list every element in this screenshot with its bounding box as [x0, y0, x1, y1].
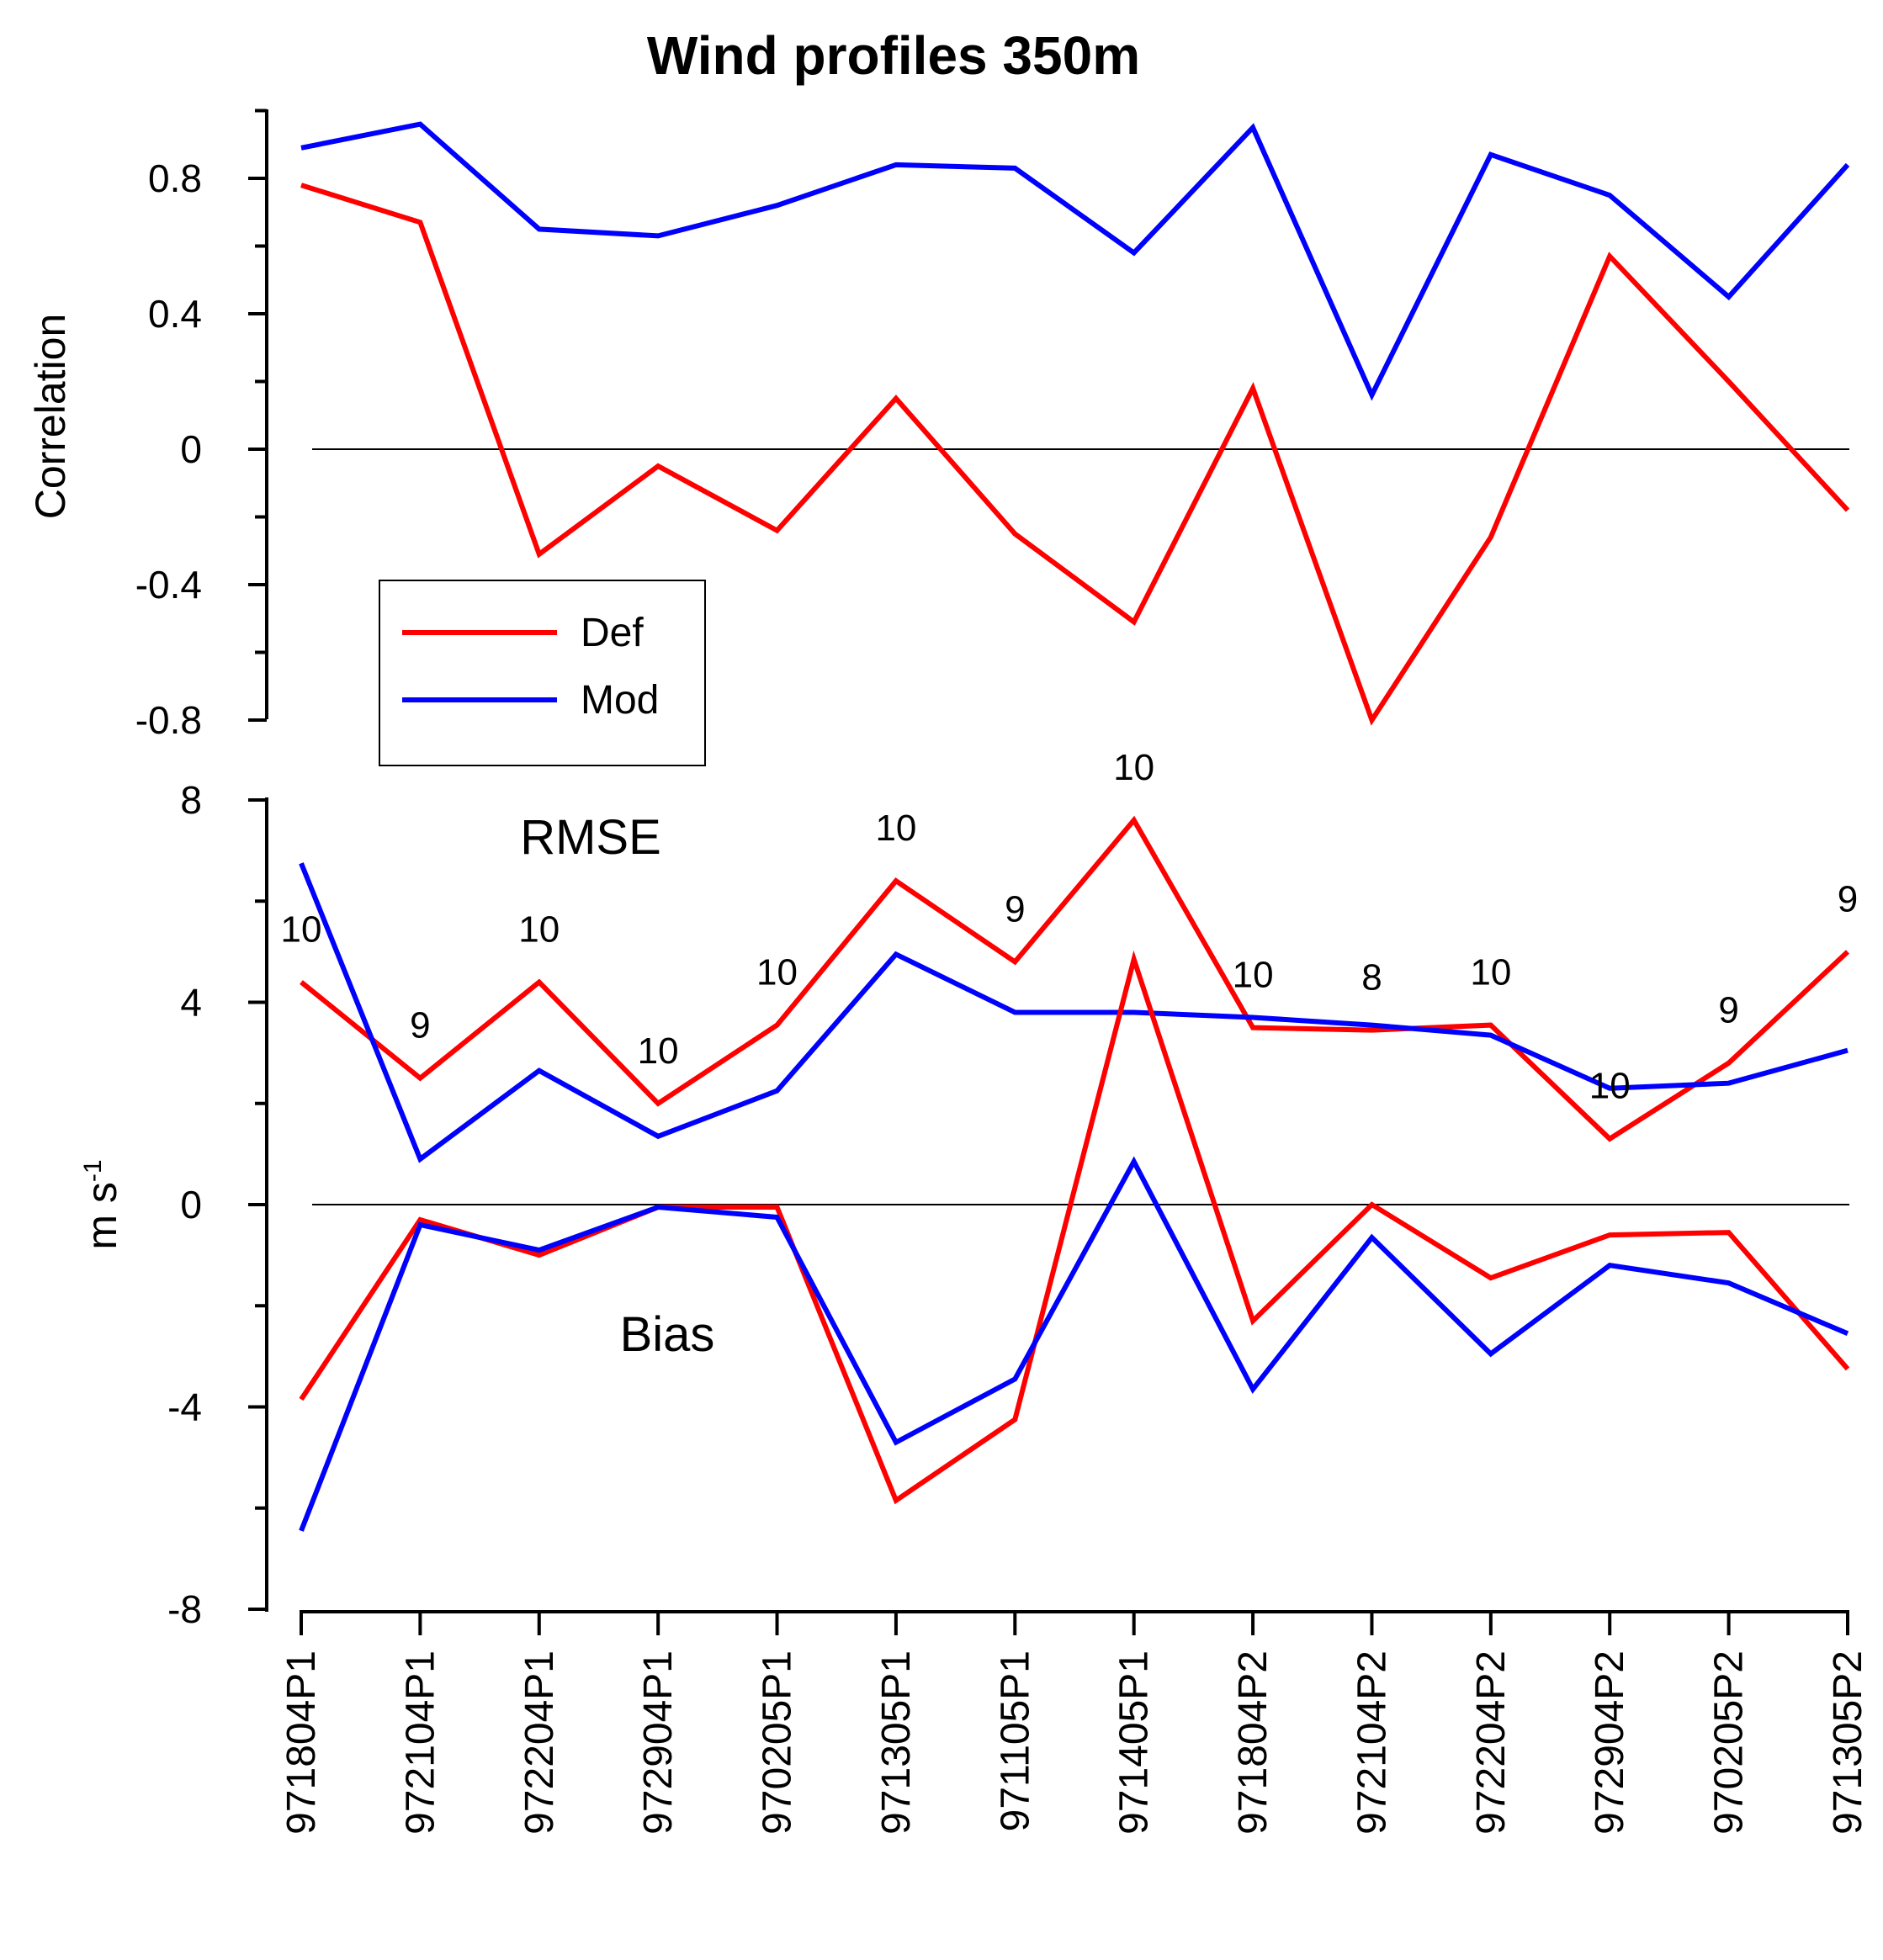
rmse-bias-y-tick-label: 8 [180, 778, 202, 822]
correlation-series [300, 121, 1850, 726]
x-axis: 971804P1 972104P1 972204P1 972904P1 970205P1… [279, 1610, 1870, 1835]
correlation-panel: 0.8 0.4 0 -0.4 -0.8 Correlation Def Mod [27, 109, 1850, 766]
rmse-bias-y-tick-label: -8 [167, 1587, 202, 1631]
legend-box [379, 580, 706, 766]
bias-label: Bias [620, 1307, 715, 1362]
legend-label-mod: Mod [581, 678, 659, 723]
correlation-y-tick-label: -0.8 [135, 698, 202, 742]
sample-count-label: 10 [1470, 952, 1511, 993]
sample-count-label: 8 [1361, 957, 1382, 999]
sample-count-label: 10 [1113, 747, 1154, 788]
sample-count-label: 10 [1233, 955, 1274, 996]
legend: Def Mod [379, 580, 706, 766]
unit-label: m s [78, 1182, 125, 1250]
x-tick-label: 971405P1 [1112, 1650, 1157, 1835]
correlation-y-tick-label: 0.4 [148, 292, 202, 336]
x-tick-label: 971804P2 [1231, 1650, 1276, 1835]
mod-rmse-line [299, 862, 1849, 1163]
correlation-line-mod [300, 121, 1850, 401]
correlation-y-tick-label: 0.8 [148, 156, 202, 200]
correlation-y-ticks: 0.8 0.4 0 -0.4 -0.8 [135, 109, 267, 742]
x-tick-label: 971305P2 [1826, 1650, 1870, 1835]
correlation-y-tick-label: 0 [180, 427, 202, 471]
mod-bias-line [299, 1156, 1849, 1532]
rmse-bias-panel: 840-4-8 m s-1 RMSE Bias 1091010101091010… [78, 747, 1858, 1631]
correlation-y-tick-label: -0.4 [135, 563, 202, 607]
sample-count-label: 10 [518, 908, 560, 950]
x-tick-label: 972204P2 [1469, 1650, 1514, 1835]
sample-count-label: 10 [1589, 1066, 1631, 1107]
x-tick-label: 970205P1 [756, 1650, 800, 1835]
rmse-bias-y-tick-label: 4 [180, 981, 202, 1025]
sample-count-label: 10 [756, 952, 798, 993]
x-tick-label: 972904P1 [636, 1650, 681, 1835]
rmse-label: RMSE [520, 810, 661, 865]
sample-count-label: 10 [638, 1030, 679, 1072]
sample-count-label: 10 [281, 908, 322, 950]
def-rmse-line [300, 815, 1850, 1142]
sample-count-labels: 10 9 10 10 10 10 9 10 10 8 10 10 9 9 [281, 747, 1859, 1107]
sample-count-label: 9 [1838, 878, 1858, 919]
rmse-bias-y-ticks: 8 4 0 -4 -8 [167, 778, 267, 1631]
def-bias-line [299, 950, 1850, 1505]
x-tick-label: 972104P1 [398, 1650, 443, 1835]
x-tick-label: 972204P1 [517, 1650, 562, 1835]
correlation-axis-title: Correlation [27, 314, 74, 520]
unit-exponent: -1 [79, 1159, 107, 1182]
rmse-bias-axis-title: m s-1 [78, 1159, 125, 1249]
correlation-line-def [300, 183, 1850, 726]
rmse-bias-y-tick-label: -4 [167, 1385, 202, 1429]
legend-label-def: Def [581, 611, 644, 655]
x-ticks [300, 1612, 1849, 1635]
rmse-bias-series [299, 815, 1850, 1532]
rmse-bias-y-tick-label: 0 [180, 1183, 202, 1226]
chart-title: Wind profiles 350m [647, 25, 1140, 86]
sample-count-label: 9 [1718, 990, 1738, 1031]
x-tick-label: 971804P1 [279, 1650, 324, 1835]
x-tick-label: 972904P2 [1588, 1650, 1632, 1835]
sample-count-label: 10 [875, 808, 916, 849]
x-tick-label: 971305P1 [874, 1650, 919, 1835]
sample-count-label: 9 [410, 1005, 430, 1046]
x-tick-label: 972104P2 [1350, 1650, 1394, 1835]
sample-count-label: 9 [1005, 888, 1025, 930]
x-tick-labels: 971804P1 972104P1 972204P1 972904P1 970205P1… [279, 1650, 1870, 1835]
x-tick-label: 970205P2 [1707, 1650, 1752, 1835]
x-tick-label: 971105P1 [993, 1650, 1037, 1831]
